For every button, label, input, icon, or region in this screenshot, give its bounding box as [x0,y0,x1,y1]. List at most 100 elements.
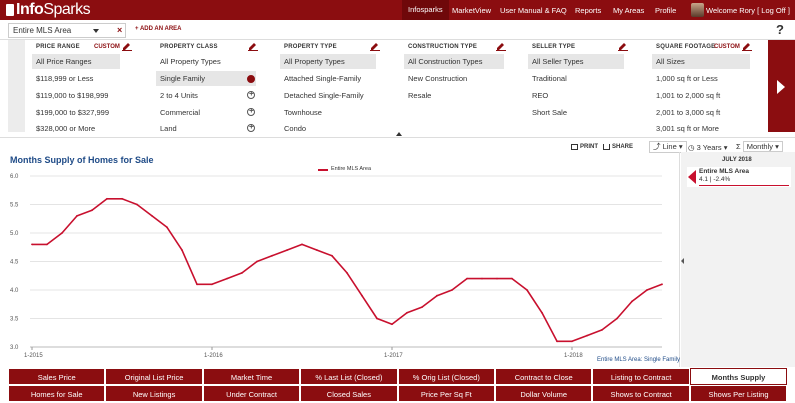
pencil-icon[interactable] [370,42,380,51]
pencil-icon[interactable] [122,42,132,51]
frequency-value: Monthly [746,142,773,151]
data-point [406,311,408,314]
period-dropdown[interactable]: ◷ 3 Years ▾ [688,142,728,152]
plus-icon[interactable] [247,89,255,99]
pencil-icon[interactable] [618,42,628,51]
data-point [196,283,198,286]
type-option[interactable]: All Property Types [280,54,376,69]
price-option[interactable]: $119,000 to $198,999 [36,91,109,100]
sqft-option[interactable]: 3,001 sq ft or More [656,124,719,133]
nav-marketview[interactable]: MarketView [452,5,492,15]
area-select[interactable]: Entire MLS Area [8,23,126,38]
metric-tab[interactable]: Market Time [202,368,301,385]
add-area-button[interactable]: + ADD AN AREA [135,26,182,32]
collapse-filters-icon[interactable] [396,132,402,136]
metric-tab[interactable]: Listing to Contract [592,368,690,385]
pencil-icon[interactable] [248,42,258,51]
metric-tab[interactable]: Sales Price [8,368,106,385]
metric-tab[interactable]: Homes for Sale [8,385,106,402]
plus-icon[interactable] [247,106,255,116]
class-option[interactable]: All Property Types [160,57,221,66]
plus-icon[interactable] [247,122,255,132]
chart-type-dropdown[interactable]: ⤴ Line ▾ [649,141,687,153]
metric-tab[interactable]: Shows to Contract [592,385,690,402]
metric-tab[interactable]: Dollar Volume [495,385,593,402]
custom-sqft-link[interactable]: CUSTOM [714,44,740,50]
filter-price-range: PRICE RANGE CUSTOM All Price Ranges $118… [32,40,136,133]
line-chart: 3.0 3.5 4.0 4.5 5.0 5.5 6.0 1-2015 1-2016 1-2017 1… [10,174,663,359]
filter-seller-type: SELLER TYPE All Seller Types Traditional… [528,40,632,132]
share-button[interactable]: SHARE [603,141,633,153]
top-nav-bar [0,0,795,20]
metric-tab[interactable]: % Last List (Closed) [300,368,398,385]
data-point [271,254,273,257]
sqft-option[interactable]: All Sizes [652,54,750,69]
nav-user-manual[interactable]: User Manual & FAQ [500,5,567,15]
pencil-icon[interactable] [742,42,752,51]
nav-my-areas[interactable]: My Areas [613,5,645,15]
metric-tab[interactable]: Months Supply [689,368,788,385]
seller-option[interactable]: All Seller Types [528,54,624,69]
type-option[interactable]: Townhouse [284,108,322,117]
type-option[interactable]: Detached Single-Family [284,91,364,100]
metric-tab[interactable]: Price Per Sq Ft [397,385,495,402]
clear-area-button[interactable]: × [117,25,123,35]
metric-tab[interactable]: Contract to Close [495,368,593,385]
data-point [661,283,663,286]
chart-area [8,152,680,367]
price-option[interactable]: All Price Ranges [32,54,120,69]
construction-option[interactable]: All Construction Types [404,54,504,69]
data-point [46,243,48,246]
sqft-option[interactable]: 1,000 sq ft or Less [656,74,718,83]
legend-swatch [318,169,328,171]
construction-option[interactable]: New Construction [408,74,468,83]
custom-price-link[interactable]: CUSTOM [94,44,120,50]
data-point [76,215,78,217]
logoff-link[interactable]: [ Log Off ] [757,5,790,15]
price-option[interactable]: $328,000 or More [36,124,96,133]
sqft-option[interactable]: 2,001 to 3,000 sq ft [656,108,721,117]
data-point [166,226,168,229]
metric-tab[interactable]: Under Contract [202,385,301,402]
metric-tab[interactable]: Shows Per Listing [689,385,788,402]
type-option[interactable]: Attached Single-Family [284,74,362,83]
print-button[interactable]: PRINT [571,141,598,153]
sqft-option[interactable]: 1,001 to 2,000 sq ft [656,91,721,100]
seller-option[interactable]: Short Sale [532,108,568,117]
class-option[interactable]: 2 to 4 Units [160,91,198,100]
metric-tabs: Sales Price Original List Price Market Tim… [8,368,788,402]
construction-option[interactable]: Resale [408,91,432,100]
filter-next-button[interactable] [768,40,795,132]
metric-tab[interactable]: Original List Price [105,368,203,385]
metric-tab[interactable]: New Listings [105,385,203,402]
filter-header: SELLER TYPE [532,44,576,50]
nav-profile[interactable]: Profile [655,5,677,15]
price-option[interactable]: $199,000 to $327,999 [36,108,109,117]
infosparks-logo[interactable]: Info Sparks [6,1,91,19]
class-option[interactable]: Land [160,124,177,133]
data-point [391,323,393,326]
price-option[interactable]: $118,999 or Less [36,74,94,83]
filter-square-footage: SQUARE FOOTAGE CUSTOM All Sizes 1,000 sq… [652,40,764,133]
data-point [376,317,378,320]
nav-reports[interactable]: Reports [575,5,602,15]
class-option[interactable]: Commercial [160,108,201,117]
help-icon[interactable]: ? [776,22,784,37]
class-option[interactable]: Single Family [156,71,256,86]
data-point [646,289,648,291]
frequency-dropdown[interactable]: Σ Monthly ▾ [736,141,783,153]
metric-tab[interactable]: Closed Sales [300,385,398,402]
legend-label: Entire MLS Area [331,166,372,172]
seller-option[interactable]: Traditional [532,74,567,83]
metric-tab[interactable]: % Orig List (Closed) [397,368,495,385]
data-point [436,294,438,297]
side-panel-handle-icon[interactable] [681,258,684,264]
area-row [0,20,795,40]
seller-option[interactable]: REO [532,91,549,100]
nav-infosparks[interactable]: Infosparks [402,0,449,20]
type-option[interactable]: Condo [284,124,307,133]
filter-header: CONSTRUCTION TYPE [408,44,478,50]
pencil-icon[interactable] [496,42,506,51]
selected-indicator-icon[interactable] [247,75,255,83]
x-tick-label: 1-2017 [384,353,403,359]
